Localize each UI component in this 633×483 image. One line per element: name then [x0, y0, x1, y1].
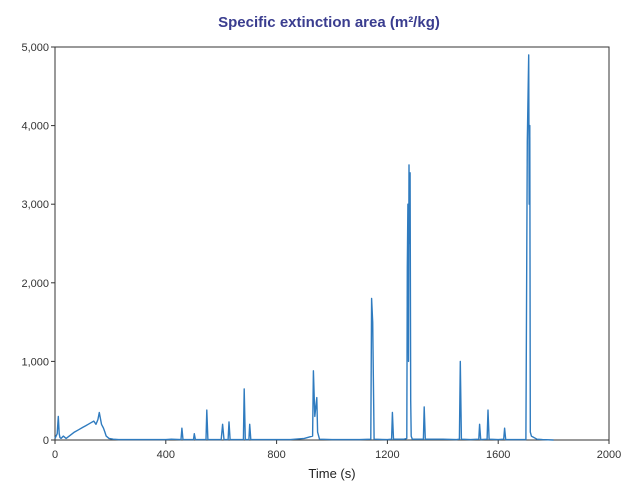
y-tick-label: 1,000 — [21, 356, 49, 368]
series-line — [54, 54, 554, 441]
plot-frame — [54, 46, 610, 441]
x-axis-label: Time (s) — [308, 466, 355, 481]
x-tick-label: 1200 — [375, 449, 399, 461]
y-tick-label: 3,000 — [21, 199, 49, 211]
y-axis-ticks: 0 1,000 2,000 3,000 4,000 5,000 — [21, 42, 55, 447]
y-tick-label: 2,000 — [21, 278, 49, 290]
y-tick-label: 0 — [43, 435, 49, 447]
x-tick-label: 1600 — [486, 449, 510, 461]
x-axis-ticks: 0 400 800 1200 1600 2000 — [52, 440, 621, 461]
y-tick-label: 5,000 — [21, 42, 49, 54]
y-tick-label: 4,000 — [21, 121, 49, 133]
x-tick-label: 400 — [157, 449, 175, 461]
x-tick-label: 2000 — [597, 449, 621, 461]
x-tick-label: 800 — [267, 449, 285, 461]
chart-title: Specific extinction area (m²/kg) — [218, 14, 440, 31]
x-tick-label: 0 — [52, 449, 58, 461]
